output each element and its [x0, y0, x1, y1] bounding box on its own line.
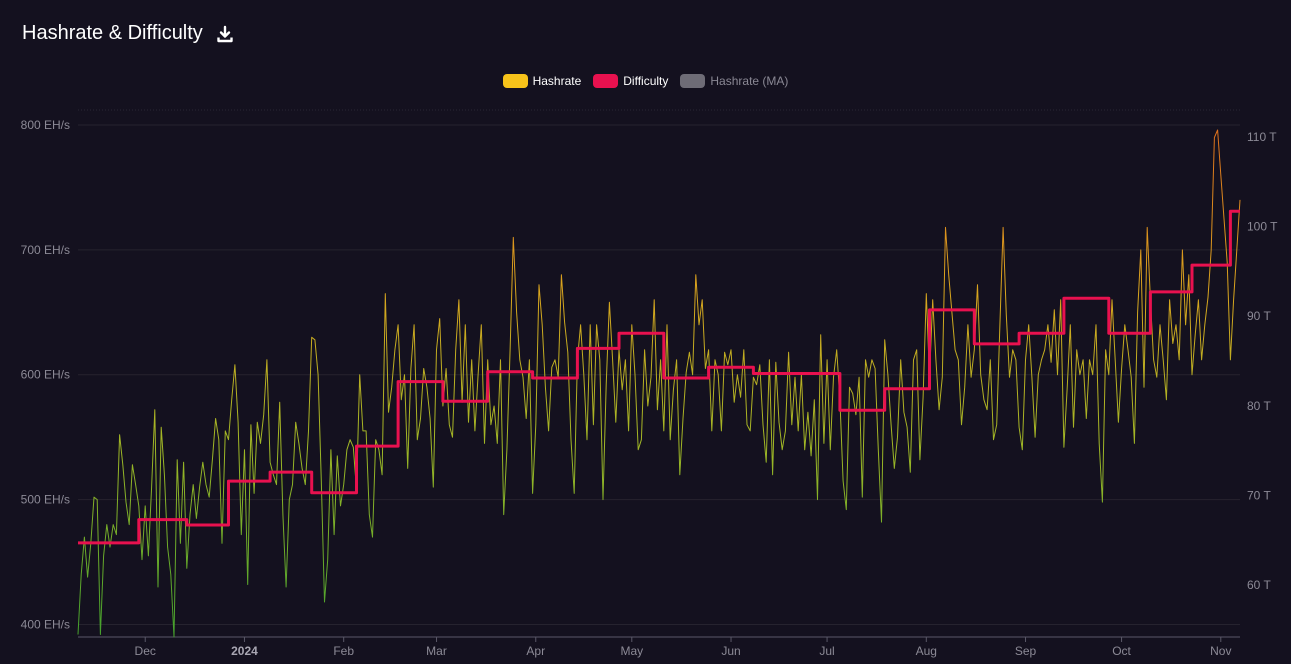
x-tick-label: Jul — [819, 644, 834, 658]
y-left-tick-label: 400 EH/s — [21, 618, 70, 632]
legend-swatch-hashrate-ma — [680, 74, 706, 88]
legend-item-hashrate-ma[interactable]: Hashrate (MA) — [680, 74, 788, 88]
x-tick-label: Mar — [426, 644, 447, 658]
legend-label-difficulty: Difficulty — [623, 74, 669, 88]
x-tick-label: Jun — [721, 644, 740, 658]
y-right-tick-label: 80 T — [1247, 399, 1271, 413]
legend-swatch-difficulty — [593, 74, 619, 88]
y-right-tick-label: 90 T — [1247, 309, 1271, 323]
x-tick-label: Apr — [526, 644, 545, 658]
x-tick-label: Dec — [135, 644, 156, 658]
x-tick-label: Aug — [916, 644, 937, 658]
y-right-tick-label: 70 T — [1247, 488, 1271, 502]
chart-title: Hashrate & Difficulty — [22, 22, 203, 44]
y-right-tick-label: 100 T — [1247, 220, 1278, 234]
chart-header: Hashrate & Difficulty — [22, 22, 235, 45]
x-tick-label: May — [620, 644, 643, 658]
difficulty-series-line — [78, 209, 1240, 545]
y-right-tick-label: 110 T — [1247, 130, 1277, 144]
y-left-tick-label: 500 EH/s — [21, 493, 70, 507]
y-right-tick-label: 60 T — [1247, 578, 1271, 592]
legend-item-difficulty[interactable]: Difficulty — [593, 74, 668, 88]
y-left-tick-label: 700 EH/s — [21, 243, 70, 257]
x-tick-label: 2024 — [231, 644, 258, 658]
legend-label-hashrate-ma: Hashrate (MA) — [710, 74, 789, 88]
chart-legend: Hashrate Difficulty Hashrate (MA) — [0, 74, 1291, 88]
legend-item-hashrate[interactable]: Hashrate — [502, 74, 582, 88]
x-tick-label: Feb — [333, 644, 354, 658]
x-tick-label: Oct — [1112, 644, 1131, 658]
x-tick-label: Nov — [1210, 644, 1231, 658]
download-icon — [217, 25, 233, 42]
download-button[interactable] — [215, 24, 235, 44]
x-tick-label: Sep — [1015, 644, 1037, 658]
legend-label-hashrate: Hashrate — [532, 74, 582, 88]
hashrate-series-line — [77, 129, 1241, 638]
y-left-tick-label: 800 EH/s — [21, 118, 70, 132]
y-left-tick-label: 600 EH/s — [21, 368, 70, 382]
legend-swatch-hashrate — [502, 74, 528, 88]
